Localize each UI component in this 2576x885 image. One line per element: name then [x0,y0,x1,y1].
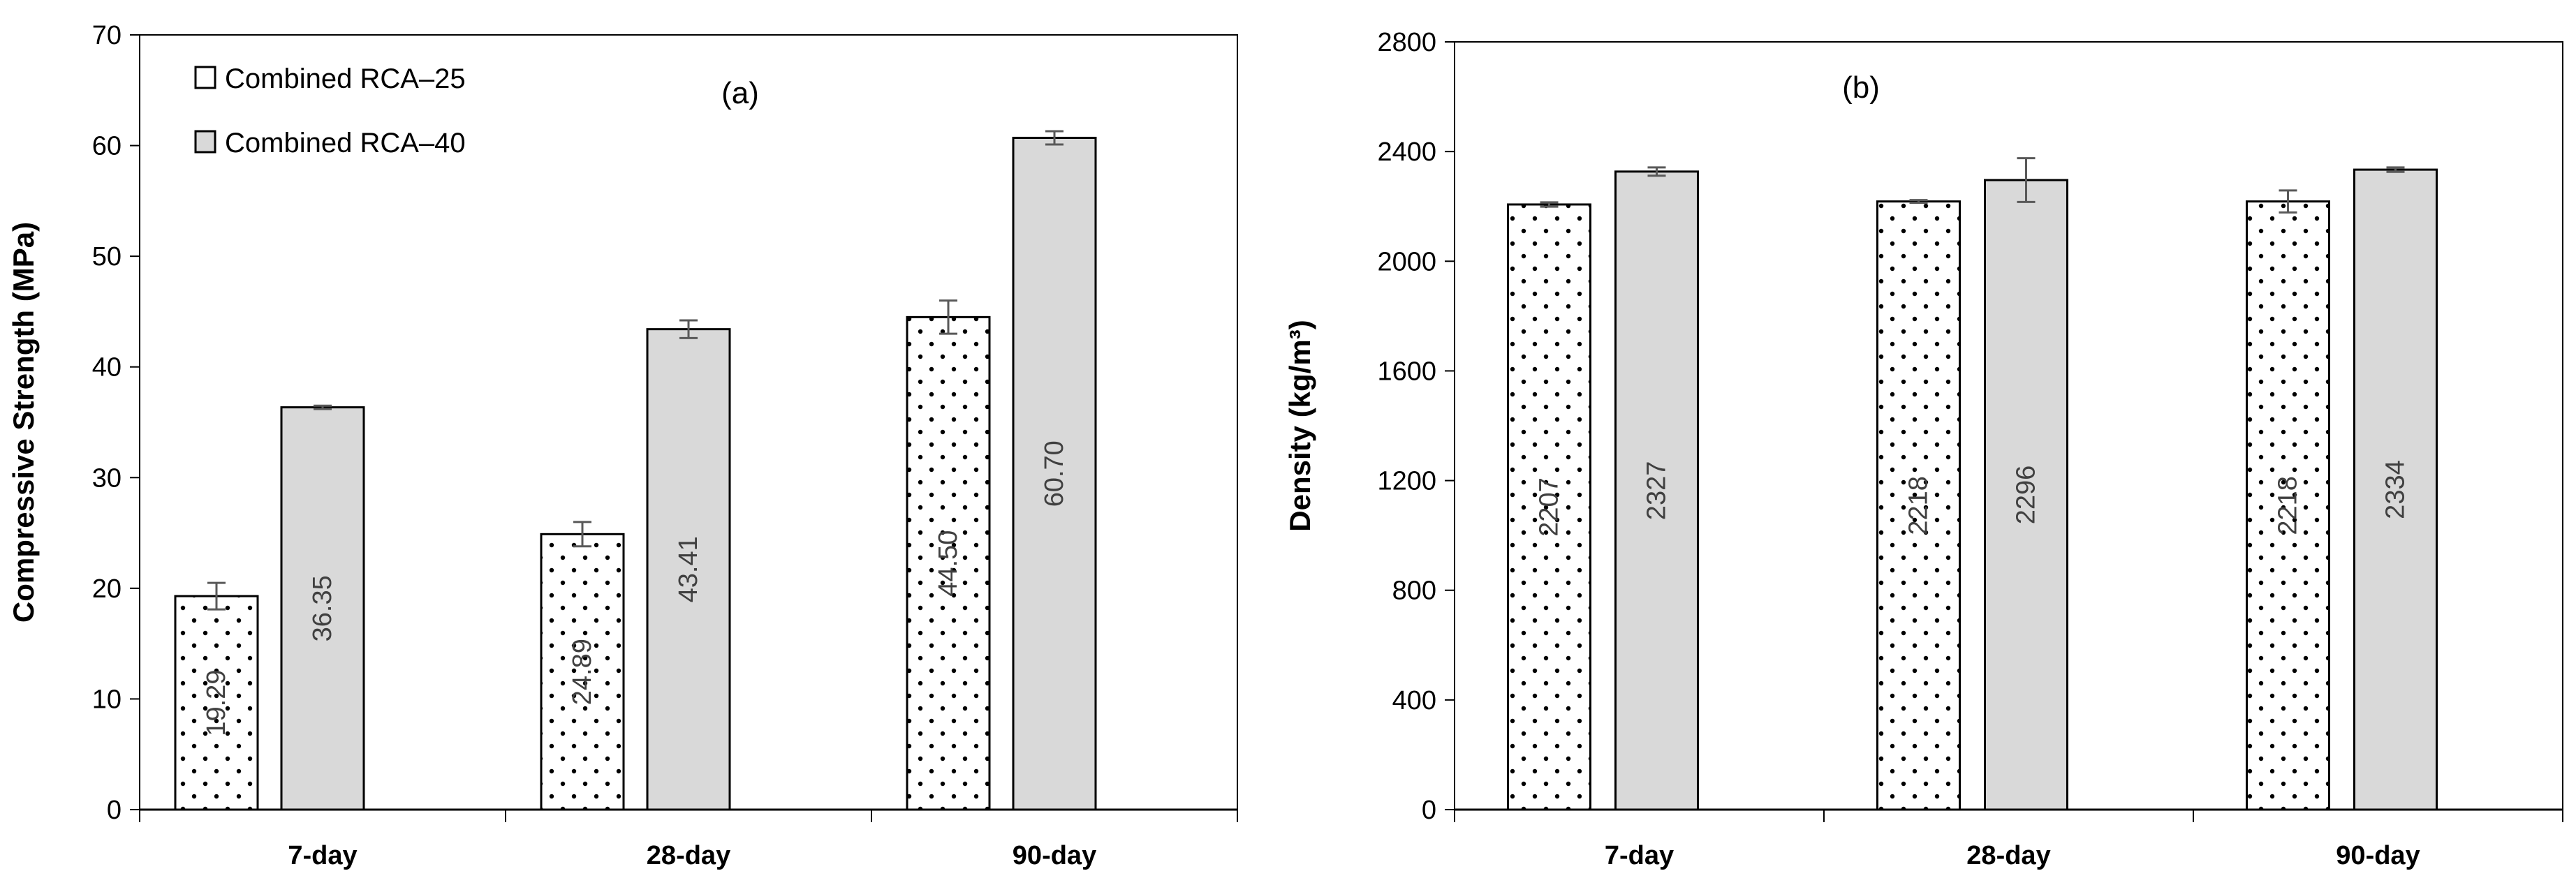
data-label: 2218 [2274,476,2303,535]
bar [1614,170,1699,811]
y-tick-label: 40 [92,353,122,382]
data-label: 43.41 [674,536,703,602]
panel-label: (b) [1842,70,1880,105]
y-tick-label: 20 [92,574,122,604]
data-label: 2327 [1642,461,1672,521]
legend-entry: Combined RCA–25 [225,64,466,94]
y-tick-label: 50 [92,242,122,272]
bar [1507,203,1591,811]
bar [1984,179,2068,811]
y-tick-label: 10 [92,685,122,714]
bar [174,595,259,811]
y-tick-label: 60 [92,132,122,161]
data-label: 44.50 [934,530,963,597]
data-label: 19.29 [202,670,231,736]
legend-swatch [194,130,216,154]
category-label: 90-day [2336,841,2420,870]
category-label: 28-day [1966,841,2050,870]
y-tick-label: 0 [1422,796,1436,825]
panel-label: (a) [721,76,759,110]
category-label: 28-day [647,841,730,870]
bar [2246,200,2330,811]
category-label: 7-day [1605,841,1674,870]
bar [540,533,625,811]
data-label: 2207 [1535,477,1564,537]
legend-entry: Combined RCA–40 [225,128,466,158]
y-tick-label: 0 [107,796,122,825]
data-label: 24.89 [568,639,597,705]
y-tick-label: 2000 [1377,247,1436,276]
y-tick-label: 800 [1392,577,1436,606]
bar [1876,200,1961,811]
data-label: 60.70 [1040,440,1069,507]
bar [646,328,731,811]
y-tick-label: 2800 [1377,28,1436,57]
data-label: 36.35 [308,575,337,641]
y-axis-title: Compressive Strength (MPa) [7,222,40,623]
bar [1012,136,1097,811]
y-tick-label: 1200 [1377,467,1436,496]
data-label: 2334 [2381,460,2411,519]
category-label: 90-day [1013,841,1096,870]
data-label: 2296 [2012,466,2041,525]
y-tick-label: 2400 [1377,137,1436,167]
bar [906,315,991,811]
category-label: 7-day [288,841,357,870]
y-tick-label: 400 [1392,686,1436,715]
y-tick-label: 70 [92,21,122,50]
y-axis-title: Density (kg/m³) [1283,320,1316,531]
legend-swatch [194,66,216,89]
y-tick-label: 30 [92,463,122,493]
y-tick-label: 1600 [1377,357,1436,386]
bar [2353,168,2438,811]
data-label: 2218 [1904,476,1934,535]
bar [280,406,365,811]
